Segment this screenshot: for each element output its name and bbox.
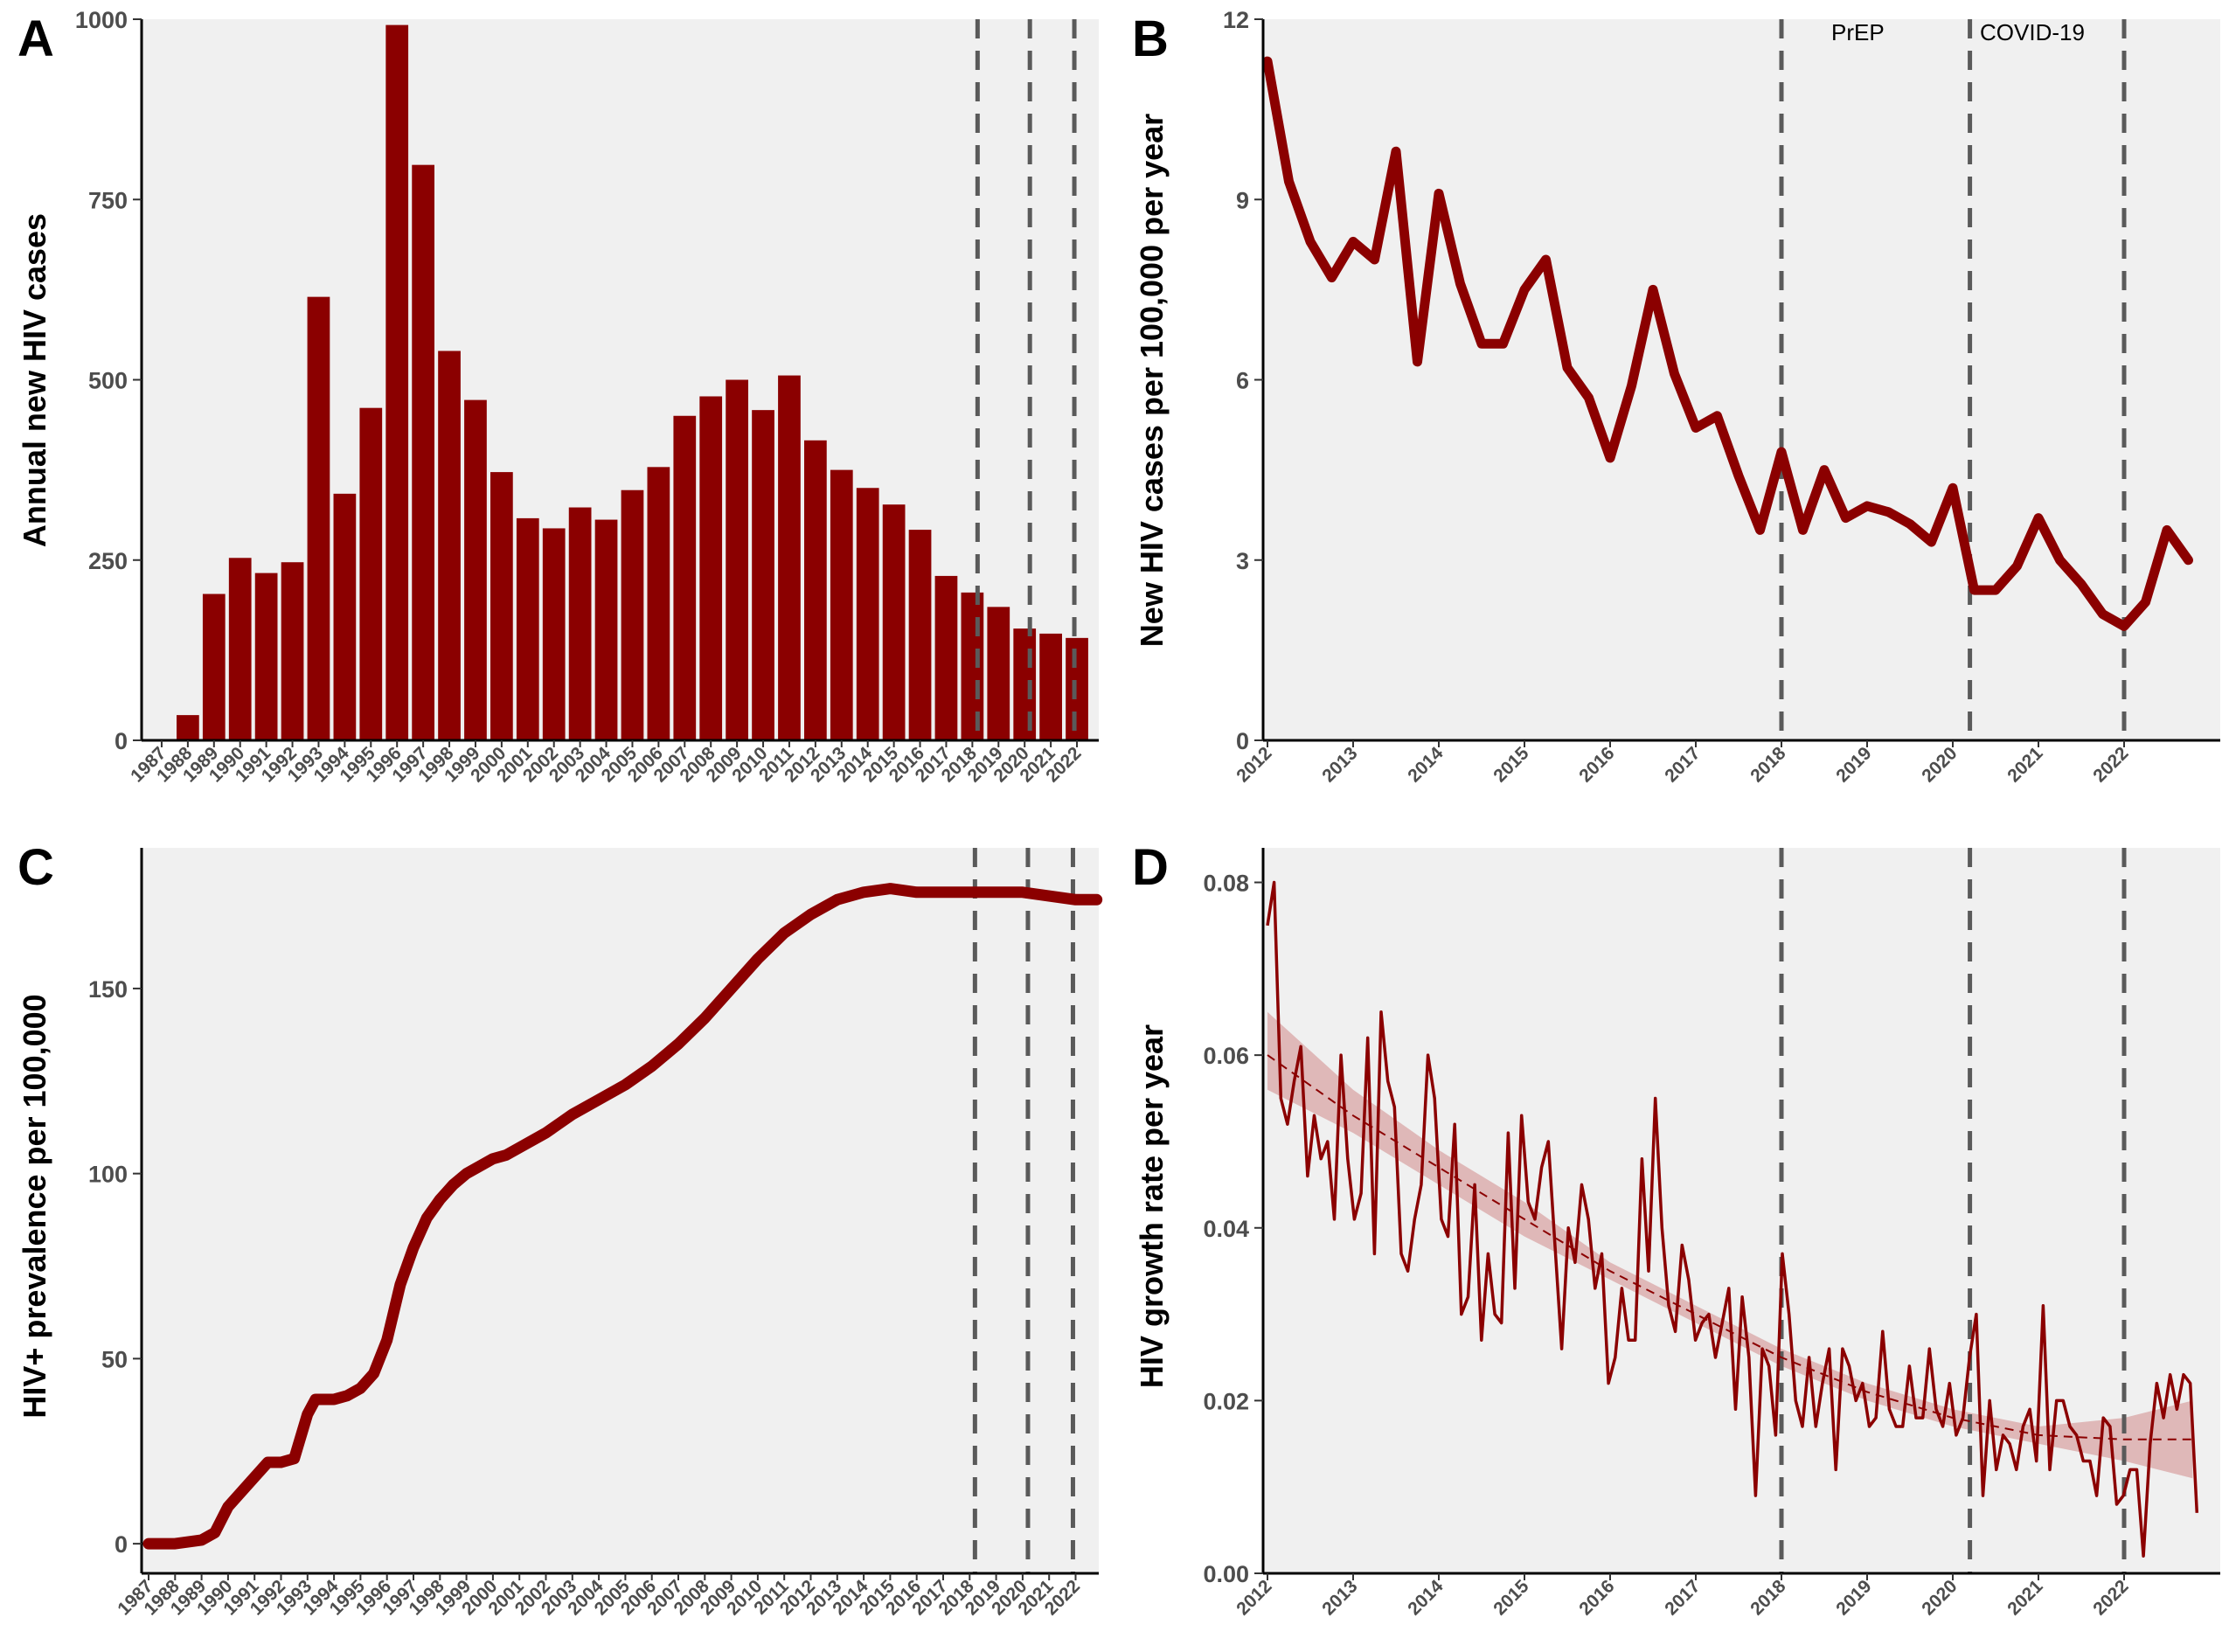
panel-d-x-tick-label: 2018	[1746, 1576, 1790, 1620]
panel-a-bar	[726, 379, 748, 740]
panel-a-bar	[804, 440, 827, 740]
panel-d-x-tick-label: 2016	[1575, 1576, 1618, 1619]
panel-b-ylabel: New HIV cases per 100,000 per year	[1134, 114, 1170, 647]
panel-d-y-tick-label: 0.00	[1203, 1561, 1249, 1587]
panel-a-bar	[752, 410, 774, 740]
panel-a-bar	[228, 558, 252, 740]
panel-d-x-tick-label: 2017	[1661, 1576, 1704, 1619]
panel-d-y-tick-label: 0.04	[1203, 1216, 1249, 1242]
panel-d-y-tick-label: 0.08	[1203, 871, 1249, 897]
panel-d: D HIV growth rate per year 0.00 0.02 0.04 0…	[1132, 839, 2220, 1620]
panel-b-x-tick-label: 2014	[1404, 743, 1448, 787]
panel-a-y-tick-label: 1000	[75, 7, 128, 33]
panel-c-ylabel: HIV+ prevalence per 100,000	[17, 994, 52, 1418]
panel-a-bar	[987, 607, 1010, 740]
panel-b-x-tick-label: 2021	[2003, 743, 2047, 787]
panel-b-background	[1263, 19, 2220, 740]
panel-a-letter: A	[17, 10, 54, 67]
panel-a-bar	[594, 519, 618, 740]
panel-d-y-tick-label: 0.02	[1203, 1388, 1249, 1414]
panel-b-y-tick-label: 6	[1236, 368, 1249, 394]
panel-a-y-tick-label: 250	[88, 548, 128, 574]
panel-a-bar	[908, 530, 932, 740]
panel-a-bar	[673, 415, 697, 740]
panel-c-y-tick-label: 50	[101, 1346, 128, 1372]
panel-a-bar	[647, 467, 670, 740]
panel-a-bar	[1039, 633, 1062, 740]
panel-a: A Annual new HIV cases 02505007501000198…	[17, 7, 1099, 787]
panel-a-bar	[412, 164, 434, 740]
panel-a-bar	[830, 469, 853, 740]
panel-b-x-tick-label: 2019	[1832, 743, 1875, 786]
panel-a-bar	[516, 517, 539, 740]
panel-a-ylabel: Annual new HIV cases	[17, 213, 52, 547]
panel-a-bar	[359, 407, 383, 740]
panel-b-x-tick-label: 2016	[1575, 743, 1618, 786]
panel-a-bar	[1066, 637, 1088, 740]
panel-a-bar	[307, 296, 330, 740]
panel-d-x-tick-label: 2022	[2089, 1576, 2132, 1619]
panel-a-bar	[1013, 628, 1037, 740]
panel-a-bar	[202, 593, 226, 740]
panel-a-bar	[438, 351, 461, 740]
panel-b-x-tick-label: 2015	[1489, 743, 1533, 787]
panel-a-bar	[490, 472, 513, 740]
panel-c: C HIV+ prevalence per 100,000 0501001501…	[17, 839, 1103, 1620]
panel-a-bar	[542, 528, 566, 740]
panel-b-y-tick-label: 0	[1236, 728, 1249, 754]
panel-c-y-tick-label: 0	[115, 1531, 128, 1558]
panel-b-annotation-covid: COVID-19	[1980, 19, 2085, 45]
panel-b-series-line	[1262, 56, 2193, 631]
panel-b-y-tick-label: 12	[1223, 7, 1249, 33]
panel-b-annotation-prep: PrEP	[1831, 19, 1885, 45]
panel-b-x-tick-label: 2020	[1918, 743, 1961, 786]
panel-d-x-tick-label: 2013	[1318, 1576, 1361, 1619]
panel-a-y-tick-label: 500	[88, 368, 128, 394]
panel-d-y-tick-label: 0.06	[1203, 1043, 1249, 1069]
panel-a-bar	[621, 489, 644, 740]
panel-d-x-tick-label: 2021	[2003, 1576, 2047, 1620]
panel-a-bar	[699, 396, 723, 740]
panel-c-letter: C	[17, 839, 54, 896]
panel-c-y-tick-label: 100	[88, 1162, 128, 1188]
panel-b-y-tick-label: 9	[1236, 187, 1249, 213]
panel-a-bar	[254, 573, 278, 740]
panel-a-bar	[333, 493, 357, 740]
panel-c-series-line	[142, 883, 1103, 1550]
panel-d-x-tick-label: 2020	[1918, 1576, 1961, 1619]
panel-a-bar	[568, 507, 592, 740]
panel-d-x-tick-label: 2019	[1832, 1576, 1875, 1619]
panel-d-confidence-ribbon	[1267, 1011, 2193, 1479]
panel-b-x-tick-label: 2013	[1318, 743, 1361, 786]
panel-a-y-tick-label: 750	[88, 187, 128, 213]
panel-d-letter: D	[1132, 839, 1169, 896]
panel-b-x-tick-label: 2018	[1746, 743, 1790, 787]
panel-d-trend-line	[1267, 1054, 2193, 1440]
panel-a-bar	[385, 24, 409, 741]
panel-b: B New HIV cases per 100,000 per year PrE…	[1132, 7, 2220, 787]
panel-a-y-tick-label: 0	[115, 728, 128, 754]
panel-a-bar	[281, 562, 304, 740]
panel-d-background	[1263, 848, 2220, 1573]
panel-d-ylabel: HIV growth rate per year	[1134, 1024, 1170, 1388]
panel-a-bar	[464, 399, 487, 740]
panel-a-bar	[856, 488, 879, 740]
panel-d-x-tick-label: 2014	[1404, 1576, 1448, 1620]
panel-a-bar	[934, 575, 958, 740]
panel-b-x-tick-label: 2017	[1661, 743, 1704, 786]
panel-a-bar	[882, 504, 906, 740]
panel-d-x-tick-label: 2015	[1489, 1576, 1533, 1620]
panel-b-letter: B	[1132, 10, 1169, 67]
panel-c-y-tick-label: 150	[88, 976, 128, 1003]
panel-a-bar	[778, 375, 801, 740]
panel-d-series-line	[1266, 880, 2199, 1558]
panel-b-x-tick-label: 2022	[2089, 743, 2132, 786]
panel-b-y-tick-label: 3	[1236, 548, 1249, 574]
panel-a-bar	[961, 592, 984, 740]
panel-a-bar	[177, 715, 199, 740]
